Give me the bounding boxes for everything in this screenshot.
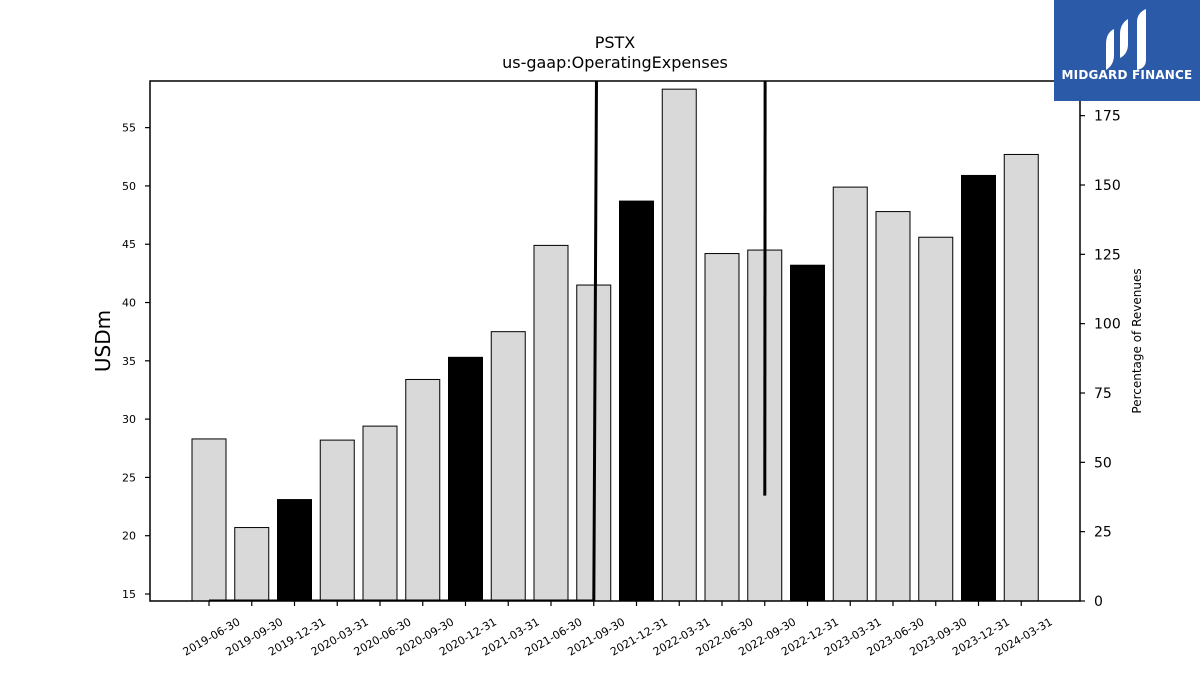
y-tick-label: 15 <box>122 588 136 601</box>
bar-2023-12-31 <box>961 174 996 602</box>
y2-axis-label: Percentage of Revenues <box>1130 268 1144 413</box>
bar-2022-12-31 <box>790 264 825 602</box>
y-tick-label: 35 <box>122 355 136 368</box>
bar-2021-06-30 <box>533 244 569 602</box>
y-tick-label: 50 <box>122 180 136 193</box>
y2-tick-label: 25 <box>1094 525 1112 541</box>
y-tick-label: 45 <box>122 238 136 251</box>
y2-tick-label: 125 <box>1094 247 1121 263</box>
brand-logo: MIDGARD FINANCE <box>1054 0 1200 101</box>
bar-2024-03-31 <box>1003 153 1039 602</box>
y-tick-label: 30 <box>122 413 136 426</box>
y2-tick-label: 150 <box>1094 178 1121 194</box>
y2-tick-label: 175 <box>1094 109 1121 125</box>
y-tick-label: 40 <box>122 297 136 310</box>
y2-tick-label: 75 <box>1094 386 1112 402</box>
bar-2020-09-30 <box>405 378 441 602</box>
bar-2020-06-30 <box>362 425 398 602</box>
y-tick-label: 20 <box>122 530 136 543</box>
plot-frame <box>149 80 1081 602</box>
bar-2021-12-31 <box>619 200 654 602</box>
bar-2020-03-31 <box>319 439 355 602</box>
y-axis-label: USDm <box>91 310 115 372</box>
y-tick-label: 55 <box>122 122 136 135</box>
y-tick-label: 25 <box>122 471 136 484</box>
bar-2020-12-31 <box>448 356 483 602</box>
bar-2022-06-30 <box>704 253 740 602</box>
logo-text: MIDGARD FINANCE <box>1061 68 1193 82</box>
bar-2021-03-31 <box>490 331 526 602</box>
bar-2023-09-30 <box>918 236 954 602</box>
chart-title: PSTX <box>595 33 636 52</box>
bar-2023-03-31 <box>832 186 868 602</box>
chart-subtitle: us-gaap:OperatingExpenses <box>502 53 728 72</box>
y2-tick-label: 0 <box>1094 594 1103 610</box>
y2-tick-label: 50 <box>1094 455 1112 471</box>
bar-2019-12-31 <box>277 499 312 602</box>
bar-2019-09-30 <box>234 527 270 602</box>
bar-2023-06-30 <box>875 211 911 602</box>
bar-2022-03-31 <box>661 88 697 602</box>
logo-mark-icon <box>1106 9 1146 70</box>
y2-tick-label: 100 <box>1094 317 1121 333</box>
bar-2019-06-30 <box>191 438 227 602</box>
